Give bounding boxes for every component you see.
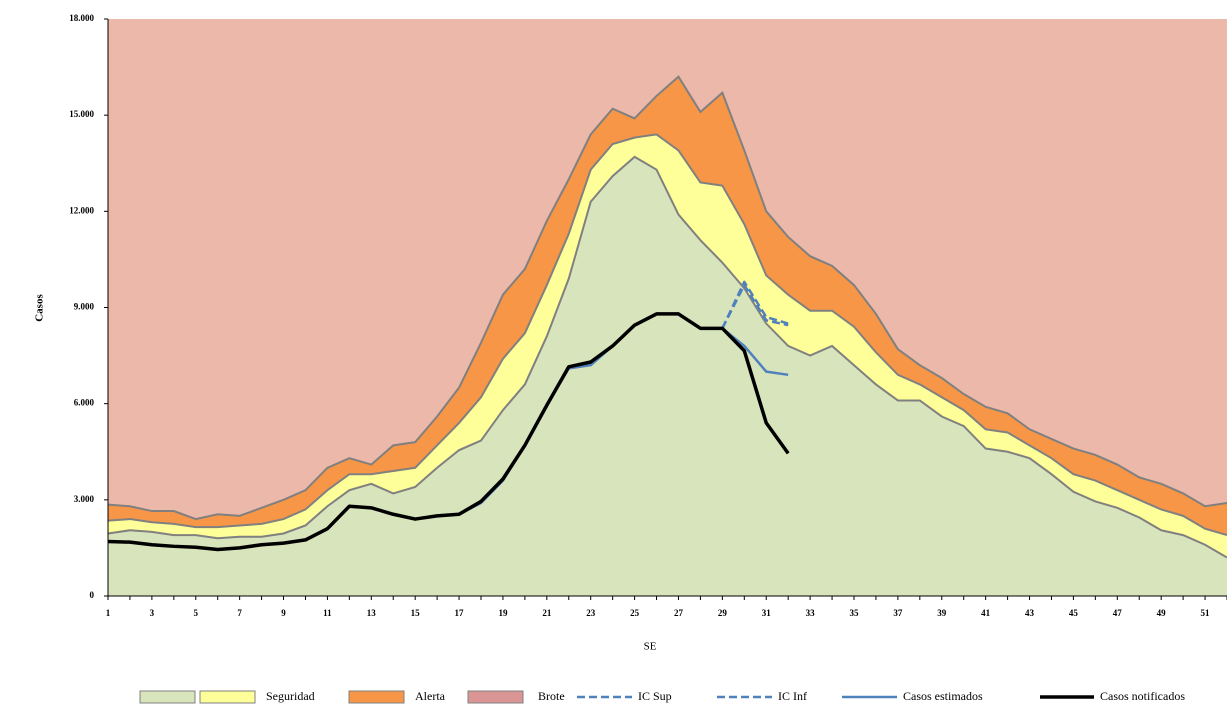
x-tick-label: 15 [411, 608, 421, 618]
x-tick-label: 17 [455, 608, 465, 618]
legend-label: IC Sup [638, 689, 672, 703]
x-tick-label: 41 [981, 608, 991, 618]
x-tick-label: 29 [718, 608, 728, 618]
x-tick-label: 31 [762, 608, 772, 618]
x-tick-label: 49 [1157, 608, 1167, 618]
series-line [721, 283, 789, 329]
x-tick-label: 35 [850, 608, 860, 618]
x-tick-label: 1 [106, 608, 111, 618]
y-tick-label: 18.000 [69, 13, 94, 23]
series-line [107, 312, 790, 552]
x-tick-label: 3 [150, 608, 155, 618]
x-tick-label: 33 [806, 608, 816, 618]
y-tick-label: 6.000 [74, 398, 95, 408]
y-tick-label: 15.000 [69, 109, 94, 119]
x-tick-label: 47 [1113, 608, 1123, 618]
x-tick-label: 45 [1069, 608, 1079, 618]
legend-swatch [348, 690, 405, 704]
y-tick-label: 3.000 [74, 494, 95, 504]
y-tick-label: 0 [90, 590, 95, 600]
y-tick-label: 12.000 [69, 205, 94, 215]
x-tick-label: 43 [1025, 608, 1035, 618]
x-axis-label: SE [644, 641, 657, 653]
legend-swatch [199, 690, 256, 704]
legend-swatch [139, 690, 196, 704]
x-tick-label: 21 [542, 608, 552, 618]
legend-label: Brote [538, 689, 565, 703]
legend-label: IC Inf [778, 689, 807, 703]
x-tick-label: 51 [1201, 608, 1211, 618]
x-tick-label: 5 [194, 608, 199, 618]
legend-label: Alerta [415, 689, 446, 703]
zone-area [108, 156, 1227, 597]
zone-outline [107, 133, 1227, 537]
legend-label: Casos notificados [1100, 689, 1185, 703]
legend-label: Casos estimados [903, 689, 983, 703]
legend-swatch [467, 690, 524, 704]
x-tick-label: 23 [586, 608, 596, 618]
x-tick-label: 7 [237, 608, 242, 618]
x-tick-label: 9 [281, 608, 286, 618]
x-tick-label: 39 [937, 608, 947, 618]
x-tick-label: 19 [498, 608, 508, 618]
zone-outline [107, 155, 1227, 559]
x-tick-label: 27 [674, 608, 684, 618]
zone-outline [107, 75, 1227, 521]
x-tick-label: 11 [323, 608, 332, 618]
x-tick-label: 37 [893, 608, 903, 618]
x-tick-label: 25 [630, 608, 640, 618]
legend-label: Seguridad [266, 689, 315, 703]
y-axis-label: Casos [34, 294, 46, 322]
y-tick-label: 9.000 [74, 302, 95, 312]
x-tick-label: 13 [367, 608, 377, 618]
